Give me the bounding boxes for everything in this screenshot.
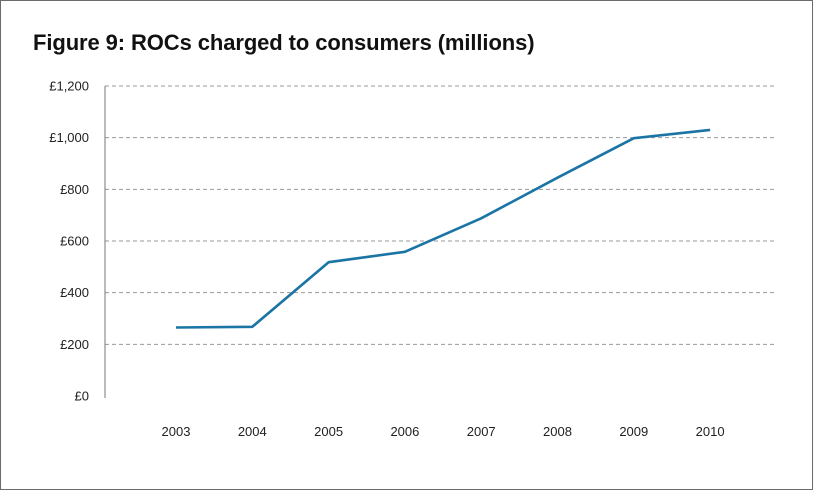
y-tick-label: £1,000 bbox=[49, 130, 89, 145]
series-line bbox=[176, 130, 710, 328]
gridlines bbox=[105, 86, 775, 344]
y-tick-label: £200 bbox=[60, 337, 89, 352]
y-tick-label: £1,200 bbox=[49, 79, 89, 94]
y-tick-label: £400 bbox=[60, 285, 89, 300]
x-tick-label: 2008 bbox=[543, 424, 572, 439]
x-tick-label: 2003 bbox=[162, 424, 191, 439]
y-tick-label: £600 bbox=[60, 234, 89, 249]
y-tick-label: £800 bbox=[60, 182, 89, 197]
x-tick-label: 2009 bbox=[619, 424, 648, 439]
x-tick-label: 2007 bbox=[467, 424, 496, 439]
x-tick-label: 2010 bbox=[696, 424, 725, 439]
x-tick-label: 2005 bbox=[314, 424, 343, 439]
y-tick-labels: £0 £200 £400 £600 £800 £1,000 £1,200 bbox=[49, 79, 89, 404]
x-tick-label: 2004 bbox=[238, 424, 267, 439]
x-tick-label: 2006 bbox=[390, 424, 419, 439]
x-tick-labels: 2003 2004 2005 2006 2007 2008 2009 2010 bbox=[162, 424, 725, 439]
y-tick-label: £0 bbox=[75, 389, 89, 404]
